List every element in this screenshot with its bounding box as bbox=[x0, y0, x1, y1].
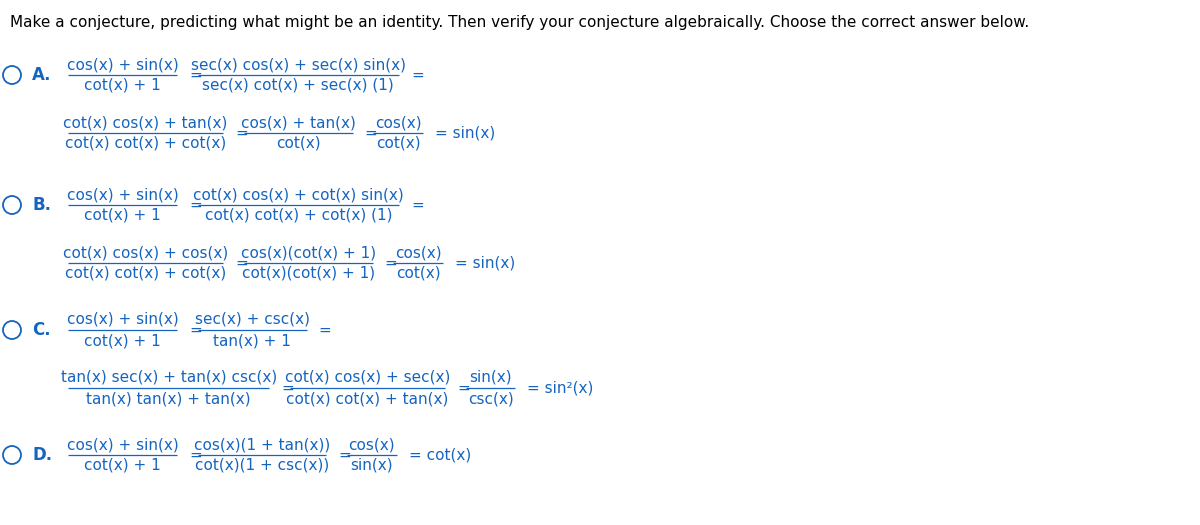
Text: cot(x): cot(x) bbox=[376, 136, 420, 151]
Text: cos(x): cos(x) bbox=[395, 245, 442, 260]
Text: cot(x) + 1: cot(x) + 1 bbox=[84, 333, 161, 348]
Text: cot(x) + 1: cot(x) + 1 bbox=[84, 208, 161, 223]
Text: tan(x) tan(x) + tan(x): tan(x) tan(x) + tan(x) bbox=[86, 391, 251, 406]
Text: =: = bbox=[190, 322, 202, 338]
Text: =: = bbox=[319, 322, 331, 338]
Text: =: = bbox=[365, 125, 378, 141]
Text: cos(x) + sin(x): cos(x) + sin(x) bbox=[67, 437, 179, 452]
Text: sec(x) cos(x) + sec(x) sin(x): sec(x) cos(x) + sec(x) sin(x) bbox=[191, 57, 406, 72]
Text: =: = bbox=[235, 256, 248, 270]
Text: csc(x): csc(x) bbox=[468, 391, 514, 406]
Text: cos(x) + sin(x): cos(x) + sin(x) bbox=[67, 57, 179, 72]
Text: cot(x)(1 + csc(x)): cot(x)(1 + csc(x)) bbox=[194, 458, 329, 473]
Text: tan(x) + 1: tan(x) + 1 bbox=[214, 333, 292, 348]
Text: cos(x)(cot(x) + 1): cos(x)(cot(x) + 1) bbox=[241, 245, 376, 260]
Text: =: = bbox=[410, 197, 424, 213]
Text: cot(x) cot(x) + cot(x): cot(x) cot(x) + cot(x) bbox=[65, 266, 227, 281]
Text: B.: B. bbox=[32, 196, 50, 214]
Text: cot(x) + 1: cot(x) + 1 bbox=[84, 458, 161, 473]
Text: cot(x) cot(x) + cot(x): cot(x) cot(x) + cot(x) bbox=[65, 136, 227, 151]
Text: sec(x) cot(x) + sec(x) (1): sec(x) cot(x) + sec(x) (1) bbox=[203, 78, 394, 93]
Text: A.: A. bbox=[32, 66, 52, 84]
Text: cot(x) cos(x) + cot(x) sin(x): cot(x) cos(x) + cot(x) sin(x) bbox=[193, 187, 403, 202]
Text: cot(x) cot(x) + tan(x): cot(x) cot(x) + tan(x) bbox=[287, 391, 449, 406]
Text: =: = bbox=[338, 447, 352, 463]
Text: =: = bbox=[457, 381, 470, 395]
Text: = sin(x): = sin(x) bbox=[455, 256, 515, 270]
Text: cos(x)(1 + tan(x)): cos(x)(1 + tan(x)) bbox=[194, 437, 330, 452]
Text: =: = bbox=[410, 68, 424, 82]
Text: cos(x) + sin(x): cos(x) + sin(x) bbox=[67, 312, 179, 327]
Text: =: = bbox=[190, 197, 202, 213]
Text: cos(x): cos(x) bbox=[374, 115, 421, 130]
Text: cot(x)(cot(x) + 1): cot(x)(cot(x) + 1) bbox=[241, 266, 374, 281]
Text: =: = bbox=[385, 256, 397, 270]
Text: tan(x) sec(x) + tan(x) csc(x): tan(x) sec(x) + tan(x) csc(x) bbox=[60, 370, 277, 385]
Text: sin(x): sin(x) bbox=[469, 370, 512, 385]
Text: = sin²(x): = sin²(x) bbox=[528, 381, 594, 395]
Text: cot(x) cos(x) + tan(x): cot(x) cos(x) + tan(x) bbox=[64, 115, 228, 130]
Text: D.: D. bbox=[32, 446, 52, 464]
Text: cot(x): cot(x) bbox=[276, 136, 320, 151]
Text: C.: C. bbox=[32, 321, 50, 339]
Text: =: = bbox=[281, 381, 294, 395]
Text: =: = bbox=[190, 447, 202, 463]
Text: cos(x) + tan(x): cos(x) + tan(x) bbox=[241, 115, 355, 130]
Text: cot(x) + 1: cot(x) + 1 bbox=[84, 78, 161, 93]
Text: cos(x) + sin(x): cos(x) + sin(x) bbox=[67, 187, 179, 202]
Text: = sin(x): = sin(x) bbox=[436, 125, 496, 141]
Text: cot(x) cot(x) + cot(x) (1): cot(x) cot(x) + cot(x) (1) bbox=[204, 208, 392, 223]
Text: cot(x) cos(x) + cos(x): cot(x) cos(x) + cos(x) bbox=[62, 245, 228, 260]
Text: cos(x): cos(x) bbox=[348, 437, 395, 452]
Text: =: = bbox=[235, 125, 248, 141]
Text: Make a conjecture, predicting what might be an identity. Then verify your conjec: Make a conjecture, predicting what might… bbox=[10, 15, 1030, 30]
Text: =: = bbox=[190, 68, 202, 82]
Text: cot(x) cos(x) + sec(x): cot(x) cos(x) + sec(x) bbox=[284, 370, 450, 385]
Text: sin(x): sin(x) bbox=[350, 458, 394, 473]
Text: = cot(x): = cot(x) bbox=[408, 447, 470, 463]
Text: sec(x) + csc(x): sec(x) + csc(x) bbox=[194, 312, 310, 327]
Text: cot(x): cot(x) bbox=[396, 266, 440, 281]
